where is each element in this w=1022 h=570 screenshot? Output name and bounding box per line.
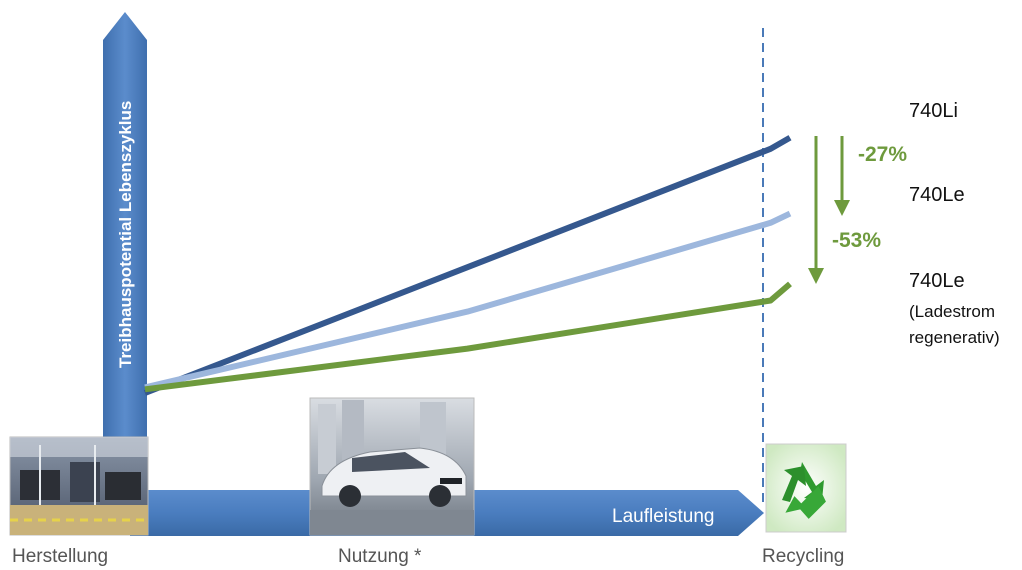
stage-label-recycling: Recycling	[762, 546, 845, 567]
car-image	[309, 397, 475, 536]
reduction-arrow-53	[808, 136, 824, 284]
series-label-740li: 740Li	[909, 100, 958, 122]
series-line-740le	[144, 210, 792, 391]
recycling-icon	[765, 443, 847, 533]
series-line-740li	[143, 135, 792, 396]
series-layer	[143, 135, 792, 396]
factory-image	[9, 436, 149, 536]
reduction-label-27: -27%	[858, 143, 908, 166]
series-line-740le-regen	[144, 281, 792, 393]
series-label-740le-regen: 740Le	[909, 270, 965, 292]
series-sublabel-ladestrom: (Ladestrom	[909, 302, 995, 321]
series-label-740le: 740Le	[909, 184, 965, 206]
reduction-arrow-27	[834, 136, 850, 216]
reduction-label-53: -53%	[832, 229, 882, 252]
x-axis-label: Laufleistung	[612, 506, 714, 527]
y-axis-arrow	[103, 12, 147, 440]
series-sublabel-regenerativ: regenerativ)	[909, 328, 1000, 347]
stage-label-nutzung: Nutzung *	[338, 546, 422, 567]
y-axis-label: Treibhauspotential Lebenszyklus	[116, 101, 135, 368]
stage-label-herstellung: Herstellung	[12, 546, 109, 567]
